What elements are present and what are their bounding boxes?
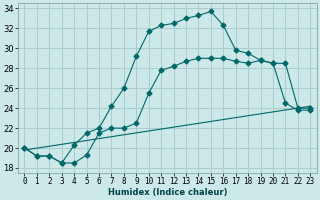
X-axis label: Humidex (Indice chaleur): Humidex (Indice chaleur) xyxy=(108,188,227,197)
